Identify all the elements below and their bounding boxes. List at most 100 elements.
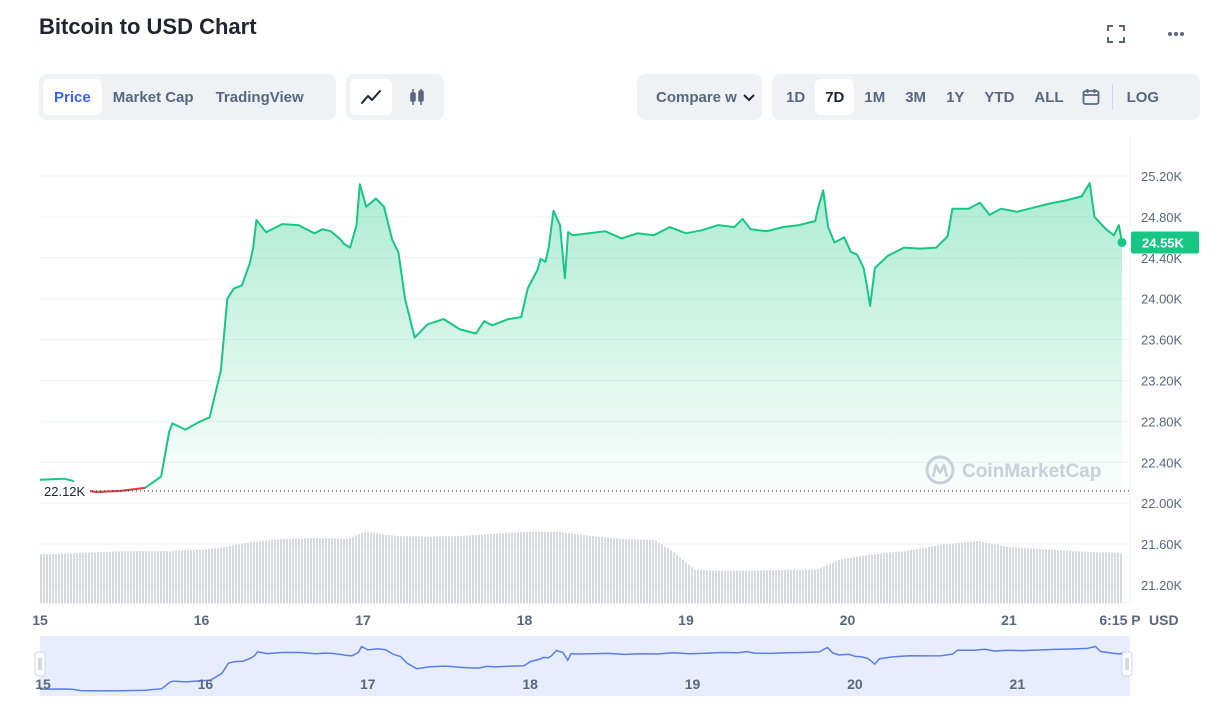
navigator-handle[interactable]	[34, 651, 46, 677]
volume-bar	[1102, 552, 1104, 603]
volume-bar	[658, 542, 660, 603]
candlestick-button[interactable]	[396, 79, 438, 115]
volume-bar	[190, 549, 192, 603]
volume-bar	[835, 561, 837, 603]
volume-bar	[991, 543, 993, 603]
volume-bar	[256, 541, 258, 603]
range-1m[interactable]: 1M	[864, 88, 886, 106]
volume-bar	[601, 537, 603, 603]
volume-bar	[922, 548, 924, 603]
fullscreen-icon[interactable]	[1104, 22, 1128, 46]
tab-price[interactable]: Price	[43, 79, 102, 115]
volume-bar	[910, 550, 912, 603]
volume-bar	[478, 534, 480, 603]
volume-bar	[118, 551, 120, 603]
volume-bar	[406, 536, 408, 603]
volume-bar	[952, 543, 954, 603]
volume-bar	[1093, 552, 1095, 603]
volume-bar	[826, 565, 828, 603]
volume-bar	[88, 552, 90, 603]
volume-bar	[625, 539, 627, 603]
volume-bar	[1051, 549, 1053, 603]
volume-bar	[346, 538, 348, 603]
volume-bar	[775, 570, 777, 603]
y-tick-label: 25.20K	[1141, 169, 1183, 184]
y-tick-label: 22.80K	[1141, 414, 1183, 429]
volume-bar	[742, 570, 744, 603]
volume-bar	[70, 553, 72, 603]
volume-bar	[634, 539, 636, 603]
volume-bar	[685, 562, 687, 603]
page-title: Bitcoin to USD Chart	[39, 14, 257, 39]
volume-bar	[349, 538, 351, 603]
volume-bar	[853, 557, 855, 603]
volume-bar	[124, 551, 126, 603]
watermark-text: CoinMarketCap	[962, 461, 1101, 482]
navigator-handle[interactable]	[1121, 651, 1133, 677]
volume-bar	[331, 538, 333, 603]
volume-bar	[415, 536, 417, 603]
volume-bar	[718, 570, 720, 603]
volume-bar	[400, 536, 402, 603]
range-7d[interactable]: 7D	[815, 79, 855, 115]
range-ytd[interactable]: YTD	[984, 88, 1015, 106]
volume-bar	[1081, 551, 1083, 603]
volume-bar	[457, 536, 459, 603]
volume-bar	[838, 560, 840, 603]
range-all[interactable]: ALL	[1034, 88, 1064, 106]
range-3m[interactable]: 3M	[905, 88, 927, 106]
calendar-button[interactable]	[1074, 79, 1108, 115]
volume-bar	[739, 570, 741, 603]
volume-bar	[982, 542, 984, 603]
volume-bar	[268, 540, 270, 603]
volume-bar	[439, 536, 441, 603]
volume-bar	[994, 544, 996, 603]
volume-bar	[85, 552, 87, 603]
volume-bar	[814, 569, 816, 603]
volume-bar	[895, 552, 897, 603]
volume-bar	[1066, 550, 1068, 603]
volume-bar	[280, 539, 282, 603]
volume-bar	[946, 543, 948, 603]
volume-bar	[784, 569, 786, 603]
volume-bar	[1105, 552, 1107, 603]
volume-bar	[844, 558, 846, 603]
volume-bar	[1015, 547, 1017, 603]
range-1d[interactable]: 1D	[786, 88, 806, 106]
navigator-tick-label: 18	[522, 676, 538, 692]
volume-bar	[58, 553, 60, 603]
y-tick-label: 21.20K	[1141, 578, 1183, 593]
volume-bar	[565, 532, 567, 603]
volume-bar	[760, 570, 762, 603]
volume-bar	[352, 536, 354, 603]
volume-bar	[112, 551, 114, 603]
volume-bar	[973, 541, 975, 603]
volume-bar	[1030, 548, 1032, 603]
volume-bar	[793, 569, 795, 603]
volume-bar	[355, 535, 357, 603]
volume-bar	[559, 532, 561, 603]
tab-market-cap[interactable]: Market Cap	[112, 88, 194, 106]
volume-bar	[1045, 549, 1047, 603]
more-icon[interactable]	[1164, 22, 1188, 46]
volume-bar	[985, 542, 987, 603]
compare-dropdown[interactable]: Compare w	[637, 74, 762, 120]
volume-bar	[988, 543, 990, 603]
volume-bar	[1033, 548, 1035, 603]
volume-bar	[736, 570, 738, 603]
volume-bar	[370, 532, 372, 603]
volume-bar	[253, 541, 255, 603]
volume-bar	[568, 533, 570, 603]
range-1y[interactable]: 1Y	[946, 88, 965, 106]
volume-bar	[175, 550, 177, 603]
volume-bar	[616, 538, 618, 603]
range-log[interactable]: LOG	[1126, 88, 1160, 106]
y-tick-label: 22.40K	[1141, 455, 1183, 470]
volume-bar	[133, 551, 135, 603]
tab-tradingview[interactable]: TradingView	[215, 88, 304, 106]
volume-bar	[1114, 552, 1116, 603]
line-chart-button[interactable]	[350, 79, 392, 115]
volume-bar	[1027, 548, 1029, 603]
volume-bar	[283, 538, 285, 603]
